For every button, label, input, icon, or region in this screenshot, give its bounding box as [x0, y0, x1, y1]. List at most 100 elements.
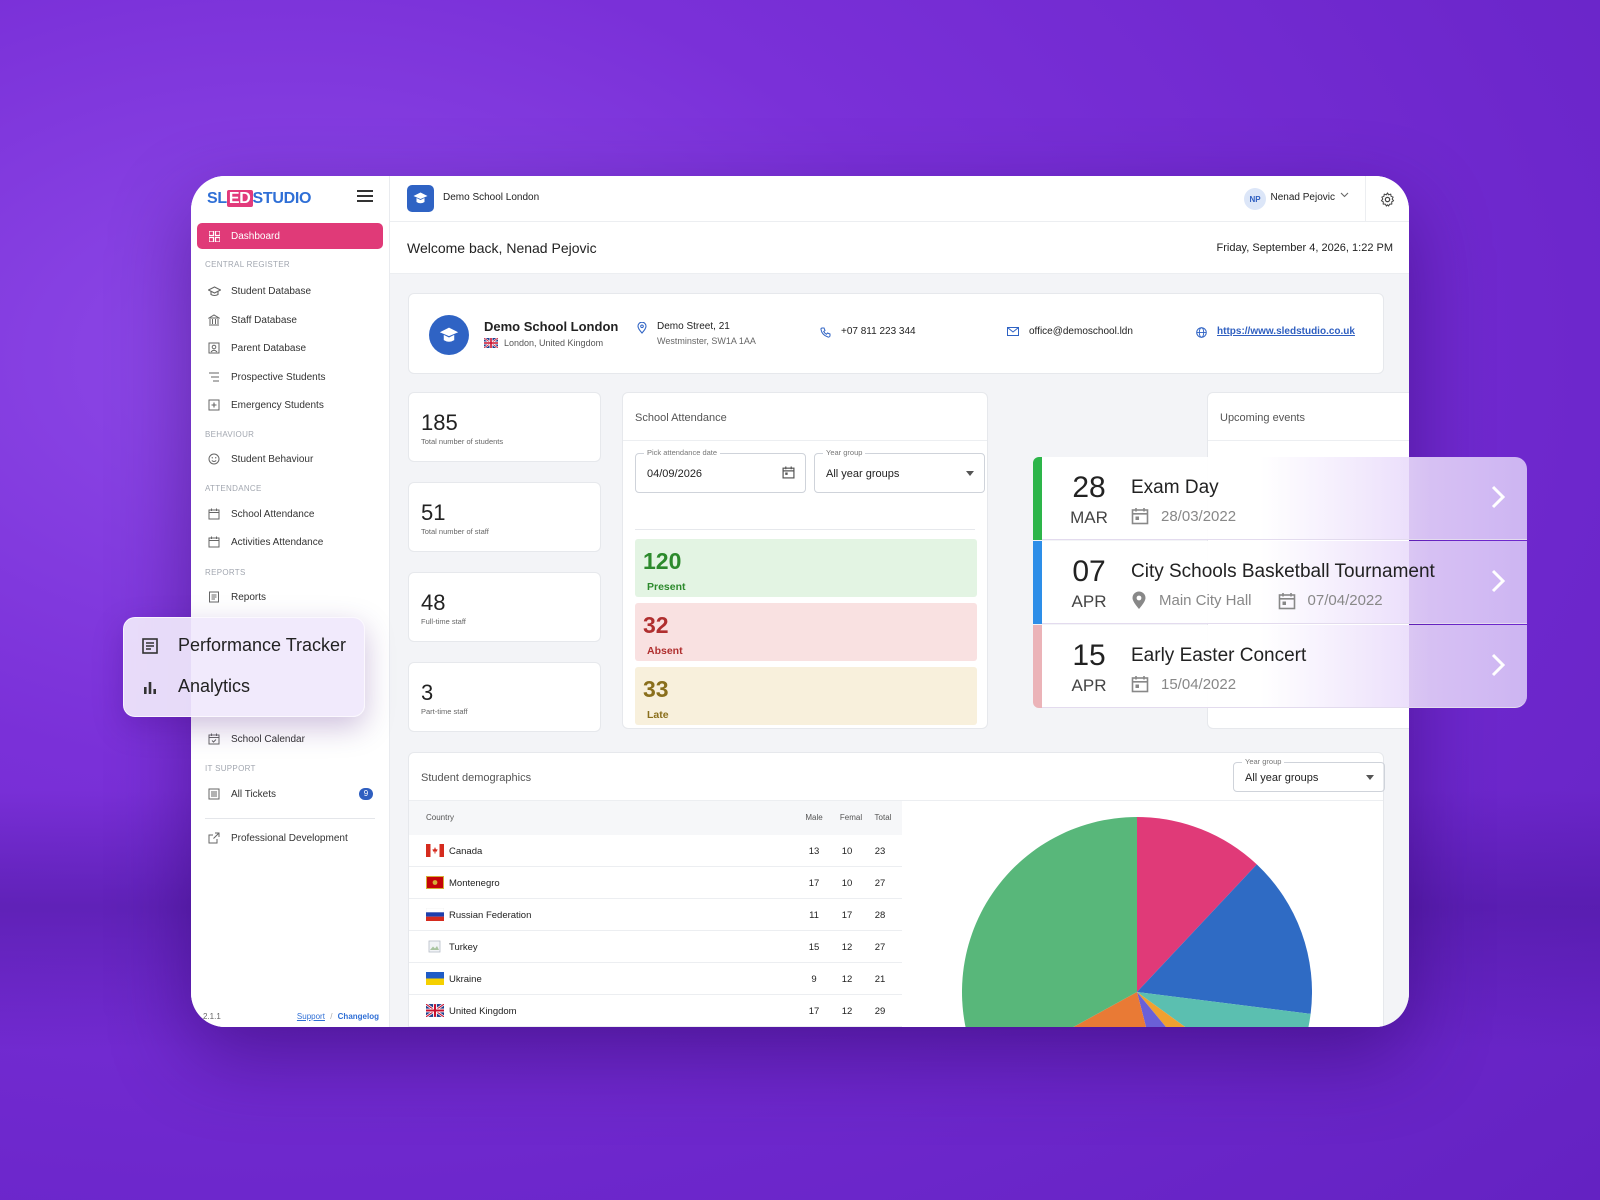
column-header-male[interactable]: Male	[805, 813, 823, 822]
cell-female: 10	[841, 846, 853, 857]
school-phone[interactable]: +07 811 223 344	[820, 326, 916, 341]
field-label: Pick attendance date	[644, 448, 721, 457]
chevron-right-icon[interactable]	[1491, 569, 1506, 598]
demographics-title: Student demographics	[421, 772, 532, 784]
cell-total: 21	[874, 974, 886, 985]
gear-icon[interactable]	[1365, 176, 1409, 222]
card-divider	[623, 440, 987, 441]
attendance-divider	[635, 529, 975, 530]
stat-card-students: 185 Total number of students	[408, 392, 601, 462]
sidebar-item-label: Student Database	[231, 285, 312, 297]
menu-toggle-icon[interactable]	[357, 190, 373, 204]
event-background	[1042, 625, 1527, 708]
cell-male: 15	[808, 942, 820, 953]
sidebar-item-school-calendar[interactable]: School Calendar	[197, 726, 383, 752]
school-website-link: https://www.sledstudio.co.uk	[1217, 326, 1355, 337]
event-month: APR	[1071, 676, 1107, 695]
menu-item-analytics[interactable]: Analytics	[142, 676, 250, 697]
field-value: All year groups	[1245, 772, 1319, 784]
table-row[interactable]: Russian Federation 11 17 28	[409, 899, 902, 931]
late-count: 33	[643, 676, 669, 702]
calendar-icon	[1131, 507, 1149, 525]
pie-slice-4[interactable]	[1137, 992, 1279, 1027]
stat-label: Total number of staff	[421, 527, 489, 536]
event-color-bar	[1033, 541, 1042, 624]
stat-card-staff: 51 Total number of staff	[408, 482, 601, 552]
table-row[interactable]: Canada 13 10 23	[409, 835, 902, 867]
attendance-year-select[interactable]: Year group All year groups	[814, 448, 985, 493]
canada-flag-icon	[426, 844, 444, 857]
sidebar-item-staff-database[interactable]: Staff Database	[197, 307, 383, 333]
sidebar-item-prospective-students[interactable]: Prospective Students	[197, 364, 383, 390]
table-row[interactable]: Montenegro 17 10 27	[409, 867, 902, 899]
event-item[interactable]: 07 APR City Schools Basketball Tournamen…	[1033, 541, 1527, 624]
sidebar-item-student-database[interactable]: Student Database	[197, 278, 383, 304]
chevron-right-icon[interactable]	[1491, 653, 1506, 682]
sidebar-item-emergency-students[interactable]: Emergency Students	[197, 392, 383, 418]
cell-total: 27	[874, 878, 886, 889]
bar-chart-icon	[142, 679, 162, 695]
topbar-school-name[interactable]: Demo School London	[443, 192, 540, 203]
demographics-year-select[interactable]: Year group All year groups	[1233, 757, 1385, 792]
field-label: Year group	[823, 448, 866, 457]
support-link[interactable]: Support	[296, 1012, 325, 1021]
sidebar-item-activities-attendance[interactable]: Activities Attendance	[197, 529, 383, 555]
section-label-central-register: CENTRAL REGISTER	[205, 260, 290, 269]
ukraine-flag-icon	[426, 972, 444, 985]
sidebar-item-label: Dashboard	[231, 230, 280, 242]
cell-total: 27	[874, 942, 886, 953]
cell-female: 12	[841, 974, 853, 985]
pie-slice-7[interactable]	[962, 817, 1137, 1027]
sidebar-item-all-tickets[interactable]: All Tickets 9	[197, 781, 383, 807]
column-header-total[interactable]: Total	[874, 813, 892, 822]
demographics-pie-chart	[962, 817, 1312, 1027]
sidebar-footer: 2.1.1 Support / Changelog	[203, 1012, 379, 1021]
sidebar-item-label: Reports	[231, 591, 267, 603]
cell-male: 13	[808, 846, 820, 857]
sidebar-item-parent-database[interactable]: Parent Database	[197, 335, 383, 361]
sidebar-item-reports[interactable]: Reports	[197, 584, 383, 610]
user-name[interactable]: Nenad Pejovic	[1270, 192, 1335, 203]
event-color-bar	[1033, 457, 1042, 540]
column-header-female[interactable]: Femal	[839, 813, 863, 822]
school-email[interactable]: office@demoschool.ldn	[1007, 326, 1133, 339]
sidebar-item-professional-development[interactable]: Professional Development	[197, 825, 383, 851]
list-icon	[207, 370, 221, 384]
school-logo-icon[interactable]	[407, 185, 434, 212]
grid-icon	[207, 229, 221, 243]
mail-icon	[1007, 327, 1019, 339]
sidebar-item-label: Emergency Students	[231, 399, 324, 411]
event-month: APR	[1071, 592, 1107, 611]
pie-slice-3[interactable]	[1137, 992, 1311, 1027]
table-row[interactable]: United Kingdom 17 12 29	[409, 995, 902, 1027]
calendar-icon	[207, 507, 221, 521]
event-day: 07	[1072, 555, 1106, 588]
map-pin-icon	[637, 321, 647, 337]
event-item[interactable]: 28 MAR Exam Day 28/03/2022	[1033, 457, 1527, 540]
event-item[interactable]: 15 APR Early Easter Concert 15/04/2022	[1033, 625, 1527, 708]
chevron-down-icon[interactable]	[1340, 190, 1349, 200]
menu-item-performance-tracker[interactable]: Performance Tracker	[142, 635, 346, 656]
app-logo[interactable]: SL ED STUDIO	[207, 190, 311, 208]
column-header-country[interactable]: Country	[426, 813, 455, 822]
plus-box-icon	[207, 398, 221, 412]
calendar-icon[interactable]	[782, 466, 795, 482]
sidebar-item-student-behaviour[interactable]: Student Behaviour	[197, 446, 383, 472]
pie-slice-2[interactable]	[1137, 864, 1312, 1014]
pie-slice-6[interactable]	[984, 992, 1181, 1027]
pie-slice-1[interactable]	[1137, 817, 1257, 992]
section-label-reports: REPORTS	[205, 568, 246, 577]
sidebar-item-dashboard[interactable]: Dashboard	[197, 223, 383, 249]
cell-country: Canada	[449, 846, 483, 857]
sidebar-item-school-attendance[interactable]: School Attendance	[197, 501, 383, 527]
table-row[interactable]: Ukraine 9 12 21	[409, 963, 902, 995]
school-website[interactable]: https://www.sledstudio.co.uk	[1196, 326, 1355, 341]
menu-item-label: Analytics	[178, 676, 251, 696]
chevron-right-icon[interactable]	[1491, 485, 1506, 514]
avatar[interactable]: NP	[1244, 188, 1266, 210]
cell-total: 23	[874, 846, 886, 857]
changelog-link[interactable]: Changelog	[337, 1012, 379, 1021]
attendance-date-field[interactable]: Pick attendance date 04/09/2026	[635, 448, 806, 493]
table-row[interactable]: Turkey 15 12 27	[409, 931, 902, 963]
stat-value: 3	[421, 680, 434, 705]
